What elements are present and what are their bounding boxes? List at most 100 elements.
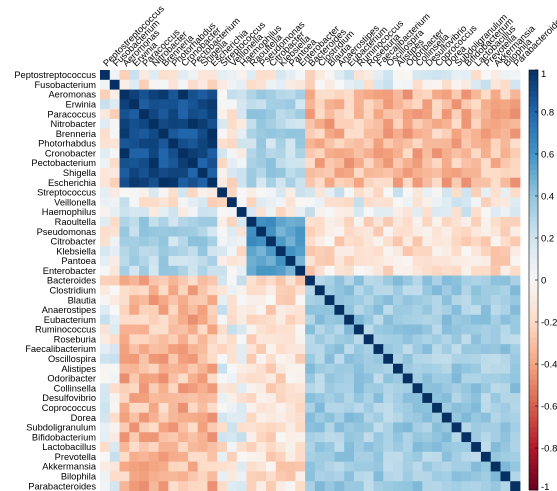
heatmap-cell xyxy=(120,246,130,256)
heatmap-cell xyxy=(247,178,257,188)
heatmap-cell xyxy=(286,393,296,403)
heatmap-cell xyxy=(198,364,208,374)
heatmap-cell xyxy=(168,217,178,227)
heatmap-cell xyxy=(500,217,510,227)
heatmap-cell xyxy=(364,442,374,452)
heatmap-cell xyxy=(120,471,130,481)
heatmap-cell xyxy=(491,315,501,325)
heatmap-cell xyxy=(315,227,325,237)
heatmap-cell xyxy=(452,276,462,286)
heatmap-cell xyxy=(149,305,159,315)
heatmap-cell xyxy=(159,325,169,335)
heatmap-cell xyxy=(188,374,198,384)
heatmap-cell xyxy=(305,452,315,462)
heatmap-cell xyxy=(373,236,383,246)
heatmap-cell xyxy=(110,148,120,158)
heatmap-cell xyxy=(207,187,217,197)
heatmap-cell xyxy=(491,393,501,403)
heatmap-cell xyxy=(403,344,413,354)
colorbar-segment xyxy=(529,438,538,444)
heatmap-cell xyxy=(393,364,403,374)
heatmap-cell xyxy=(373,227,383,237)
heatmap-cell xyxy=(266,266,276,276)
heatmap-cell xyxy=(120,422,130,432)
heatmap-cell xyxy=(100,403,110,413)
heatmap-cell xyxy=(295,246,305,256)
heatmap-cell xyxy=(442,422,452,432)
heatmap-cell xyxy=(247,403,257,413)
colorbar-segment xyxy=(529,306,538,312)
heatmap-cell xyxy=(442,129,452,139)
row-label: Bacteroides xyxy=(47,276,96,286)
heatmap-cell xyxy=(168,119,178,129)
heatmap-cell xyxy=(354,305,364,315)
heatmap-cell xyxy=(325,197,335,207)
heatmap-cell xyxy=(227,442,237,452)
heatmap-cell xyxy=(237,413,247,423)
heatmap-cell xyxy=(383,432,393,442)
heatmap-cell xyxy=(247,354,257,364)
heatmap-cell xyxy=(403,452,413,462)
heatmap-cell xyxy=(256,393,266,403)
heatmap-cell xyxy=(295,422,305,432)
heatmap-cell xyxy=(198,129,208,139)
heatmap-cell xyxy=(217,148,227,158)
heatmap-cell xyxy=(305,432,315,442)
heatmap-cell xyxy=(276,70,286,80)
colorbar-segment xyxy=(529,480,538,486)
heatmap-cell xyxy=(422,70,432,80)
heatmap-cell xyxy=(247,325,257,335)
heatmap-cell xyxy=(247,344,257,354)
heatmap-cell xyxy=(383,403,393,413)
heatmap-cell xyxy=(247,227,257,237)
heatmap-cell xyxy=(481,325,491,335)
colorbar-segment xyxy=(529,390,538,396)
heatmap-cell xyxy=(188,246,198,256)
heatmap-cell xyxy=(100,452,110,462)
heatmap-cell xyxy=(383,305,393,315)
heatmap-cell xyxy=(120,139,130,149)
heatmap-cell xyxy=(432,129,442,139)
heatmap-cell xyxy=(286,403,296,413)
heatmap-cell xyxy=(188,325,198,335)
heatmap-cell xyxy=(413,158,423,168)
heatmap-cell xyxy=(286,168,296,178)
heatmap-cell xyxy=(129,178,139,188)
heatmap-cell xyxy=(491,119,501,129)
heatmap-cell xyxy=(198,236,208,246)
colorbar-tick-label: -0.2 xyxy=(541,317,557,328)
heatmap-cell xyxy=(383,197,393,207)
heatmap-cell xyxy=(256,227,266,237)
heatmap-cell xyxy=(305,80,315,90)
heatmap-cell xyxy=(100,109,110,119)
heatmap-cell xyxy=(432,325,442,335)
heatmap-cell xyxy=(452,99,462,109)
heatmap-cell xyxy=(364,197,374,207)
row-label: Subdoligranulum xyxy=(26,423,96,433)
heatmap-cell xyxy=(168,276,178,286)
heatmap-cell xyxy=(413,383,423,393)
heatmap-cell xyxy=(207,481,217,491)
heatmap-cell xyxy=(481,266,491,276)
heatmap-cell xyxy=(207,432,217,442)
heatmap-cell xyxy=(334,364,344,374)
heatmap-cell xyxy=(471,295,481,305)
heatmap-cell xyxy=(354,364,364,374)
heatmap-cell xyxy=(373,70,383,80)
heatmap-cell xyxy=(481,197,491,207)
heatmap-cell xyxy=(227,315,237,325)
heatmap-cell xyxy=(237,354,247,364)
heatmap-cell xyxy=(413,393,423,403)
heatmap-cell xyxy=(129,325,139,335)
heatmap-cell xyxy=(168,187,178,197)
heatmap-cell xyxy=(383,119,393,129)
colorbar-segment xyxy=(529,485,538,491)
heatmap-cell xyxy=(344,383,354,393)
heatmap-cell xyxy=(295,471,305,481)
heatmap-cell xyxy=(129,305,139,315)
heatmap-cell xyxy=(276,266,286,276)
heatmap-cell xyxy=(149,432,159,442)
heatmap-cell xyxy=(442,413,452,423)
heatmap-cell xyxy=(315,266,325,276)
heatmap-cell xyxy=(159,129,169,139)
